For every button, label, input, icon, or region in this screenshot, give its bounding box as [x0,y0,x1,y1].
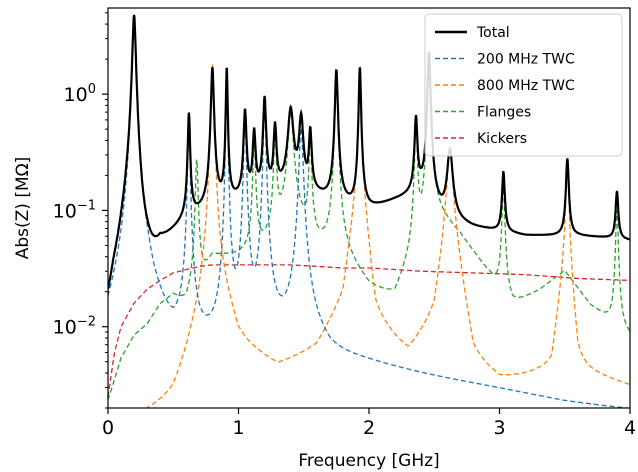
legend-box [424,13,623,157]
series-line-200-mhz-twc [108,15,630,408]
series-lines [108,14,630,408]
x-tick-label: 2 [363,417,375,439]
legend-entry: Kickers [477,131,527,147]
legend: Total 200 MHz TWC 800 MHz TWC Flanges Kicker… [424,13,623,157]
legend-entry: Flanges [477,105,531,121]
x-tick-label: 0 [102,417,114,439]
axis-ticks: 0 1 2 3 4 10−2 10−1 100 [53,12,636,439]
legend-entry: Total [476,25,510,41]
x-tick-label: 1 [232,417,244,439]
series-line-flanges [108,52,630,401]
legend-entry: 200 MHz TWC [477,52,575,68]
series-line-total [108,14,630,290]
y-tick-label: 100 [64,82,96,106]
y-tick-label: 10−2 [53,315,96,339]
x-tick-label: 3 [493,417,505,439]
y-tick-label: 10−1 [53,198,96,222]
x-tick-label: 4 [624,417,636,439]
y-axis-label: Abs(Z) [MΩ] [13,157,33,260]
legend-entry: 800 MHz TWC [477,78,575,94]
x-axis-label: Frequency [GHz] [298,451,439,471]
series-line-kickers [108,264,630,397]
